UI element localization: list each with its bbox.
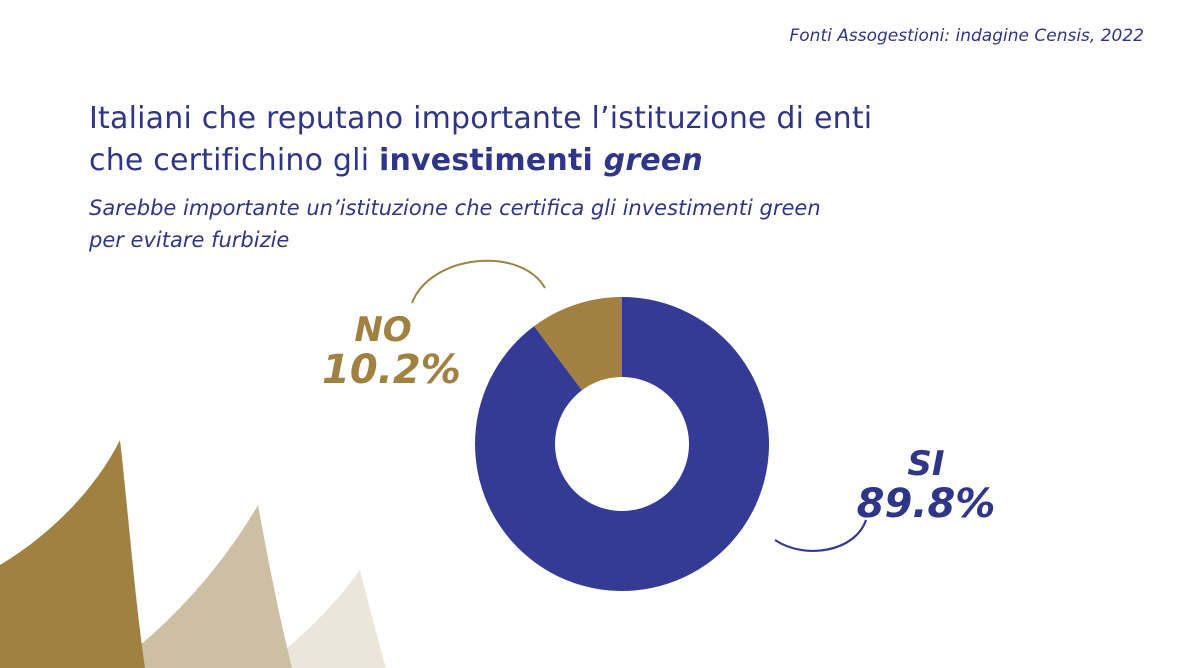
decorative-wave-dark bbox=[0, 440, 145, 668]
label-si-category: SI bbox=[907, 444, 945, 484]
source-note: Fonti Assogestioni: indagine Censis, 202… bbox=[789, 26, 1145, 46]
donut-slice-si bbox=[474, 297, 769, 591]
title-line-1: Italiani che reputano importante l’istit… bbox=[89, 101, 873, 136]
si-connector-arc bbox=[774, 519, 868, 553]
donut-chart bbox=[474, 297, 769, 591]
page-subtitle: Sarebbe importante un’istituzione che ce… bbox=[89, 192, 1069, 256]
decorative-wave-mid bbox=[110, 505, 292, 668]
donut-slice-no bbox=[534, 297, 622, 391]
subtitle-line-2: per evitare furbizie bbox=[89, 228, 290, 252]
page-title: Italiani che reputano importante l’istit… bbox=[89, 98, 1069, 182]
decorative-wave-light bbox=[262, 570, 386, 668]
label-no: NO 10.2% bbox=[322, 310, 461, 393]
label-si-value: 89.8% bbox=[856, 481, 996, 527]
subtitle-line-1: Sarebbe importante un’istituzione che ce… bbox=[89, 196, 821, 220]
title-line-2-bold: investimenti bbox=[378, 143, 604, 178]
label-no-value: 10.2% bbox=[322, 347, 461, 393]
no-connector-arc bbox=[411, 259, 546, 304]
title-line-2-italic: green bbox=[603, 143, 703, 178]
label-no-category: NO bbox=[354, 310, 412, 350]
label-si: SI 89.8% bbox=[856, 446, 996, 526]
title-line-2-prefix: che certifichino gli bbox=[89, 143, 379, 178]
